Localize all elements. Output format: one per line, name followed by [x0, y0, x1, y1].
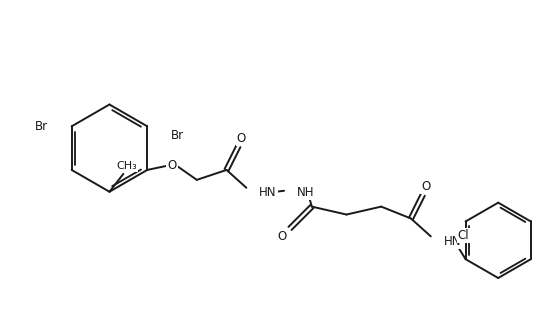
Text: HN: HN	[259, 186, 277, 199]
Text: O: O	[277, 230, 287, 243]
Text: NH: NH	[297, 186, 315, 199]
Text: Br: Br	[171, 129, 184, 142]
Text: Cl: Cl	[458, 229, 469, 242]
Text: HN: HN	[444, 235, 461, 248]
Text: O: O	[167, 160, 177, 173]
Text: O: O	[421, 180, 430, 193]
Text: O: O	[237, 132, 246, 145]
Text: CH₃: CH₃	[116, 161, 137, 171]
Text: Br: Br	[35, 120, 48, 133]
